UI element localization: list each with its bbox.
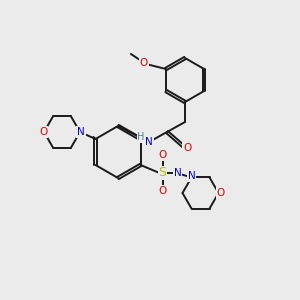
Text: N: N [77,127,85,137]
Text: N: N [174,168,182,178]
Text: O: O [158,150,166,160]
Text: S: S [158,167,166,179]
Text: O: O [158,186,166,196]
Text: N: N [145,137,153,147]
Text: O: O [39,127,47,137]
Text: O: O [183,143,191,153]
Text: H: H [137,132,145,142]
Text: N: N [188,171,195,182]
Text: O: O [216,188,225,198]
Text: O: O [140,58,148,68]
